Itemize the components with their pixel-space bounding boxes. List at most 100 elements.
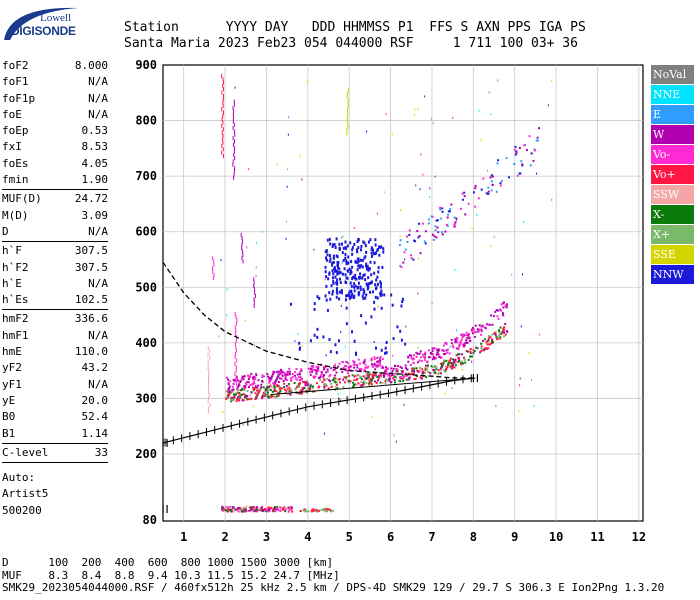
echo-point	[398, 244, 401, 247]
echo-point	[289, 389, 292, 392]
echo-point	[300, 369, 303, 372]
echo-point	[239, 389, 242, 392]
echo-point	[369, 378, 372, 381]
echo-point	[281, 374, 284, 377]
footer-distance: D 100 200 400 600 800 1000 1500 3000 [km…	[2, 556, 334, 569]
echo-point	[464, 341, 467, 344]
echo-point	[386, 367, 389, 370]
echo-point	[252, 376, 255, 379]
echo-point	[478, 109, 480, 112]
echo-point	[220, 259, 222, 262]
echo-point	[379, 282, 382, 286]
echo-point	[325, 298, 328, 302]
echo-point	[340, 305, 342, 308]
echo-point	[523, 144, 526, 147]
echo-point	[443, 359, 446, 362]
echo-point	[352, 381, 355, 384]
echo-point	[366, 366, 369, 369]
echo-point	[425, 364, 428, 367]
echo-point	[346, 115, 348, 120]
echo-point	[357, 382, 360, 385]
echo-point	[357, 259, 360, 263]
echo-point	[374, 380, 377, 383]
station-header: Station YYYY DAY DDD HHMMSS P1 FFS S AXN…	[124, 20, 586, 52]
echo-point	[246, 397, 249, 400]
echo-point	[273, 508, 276, 511]
echo-point	[392, 377, 395, 380]
echo-point	[356, 257, 359, 261]
echo-point	[288, 116, 290, 119]
echo-point	[485, 342, 488, 345]
echo-point	[284, 510, 287, 513]
echo-point	[486, 323, 489, 326]
echo-point	[262, 509, 265, 512]
y-tick-label: 300	[135, 391, 157, 405]
echo-point	[283, 382, 286, 385]
echo-point	[480, 325, 483, 328]
echo-point	[313, 248, 315, 251]
echo-point	[291, 390, 294, 393]
echo-point	[373, 374, 376, 377]
echo-point	[390, 374, 393, 377]
echo-point	[407, 378, 410, 381]
echo-point	[280, 387, 283, 390]
echo-point	[311, 365, 314, 368]
echo-point	[458, 343, 461, 346]
echo-point	[455, 218, 457, 221]
echo-point	[276, 370, 279, 373]
echo-point	[413, 369, 415, 372]
param-value: N/A	[88, 224, 108, 238]
echo-point	[499, 308, 502, 311]
echo-point	[324, 270, 327, 274]
echo-point	[463, 358, 466, 361]
echo-point	[240, 510, 243, 513]
echo-point	[439, 206, 442, 209]
echo-point	[253, 277, 255, 282]
echo-point	[254, 385, 257, 388]
echo-point	[264, 387, 267, 390]
echo-point	[360, 380, 363, 383]
echo-point	[325, 371, 328, 374]
echo-point	[312, 364, 315, 367]
echo-point	[328, 375, 331, 378]
echo-point	[350, 293, 353, 297]
echo-point	[332, 256, 335, 260]
echo-point	[316, 327, 319, 331]
echo-point	[412, 372, 415, 375]
echo-point	[493, 235, 495, 238]
echo-point	[328, 337, 331, 341]
footer-info: D 100 200 400 600 800 1000 1500 3000 [km…	[2, 556, 664, 595]
echo-point	[499, 326, 502, 329]
echo-point	[483, 338, 486, 341]
echo-point	[430, 215, 433, 218]
echo-point	[297, 332, 299, 335]
echo-point	[356, 240, 359, 244]
echo-point	[363, 361, 366, 364]
echo-point	[338, 267, 341, 271]
echo-point	[367, 365, 370, 368]
param-label: B0	[2, 410, 16, 424]
echo-point	[241, 236, 243, 241]
echo-point	[360, 378, 363, 381]
echo-point	[426, 365, 429, 368]
echo-point	[288, 370, 291, 373]
echo-point	[466, 337, 469, 340]
echo-point	[221, 117, 223, 122]
echo-point	[367, 282, 370, 286]
echo-point	[353, 282, 356, 286]
x-tick-label: 2	[221, 530, 228, 544]
echo-point	[551, 198, 553, 201]
param-value: N/A	[88, 91, 108, 105]
echo-point	[306, 388, 309, 391]
header-labels: Station YYYY DAY DDD HHMMSS P1 FFS S AXN…	[124, 20, 586, 35]
echo-point	[428, 356, 431, 359]
echo-point	[410, 257, 413, 260]
echo-point	[375, 278, 378, 282]
echo-point	[467, 202, 470, 205]
echo-point	[405, 325, 407, 328]
echo-point	[502, 329, 505, 332]
echo-point	[354, 351, 357, 355]
echo-point	[221, 90, 223, 95]
echo-point	[418, 257, 420, 260]
echo-point	[413, 378, 416, 381]
